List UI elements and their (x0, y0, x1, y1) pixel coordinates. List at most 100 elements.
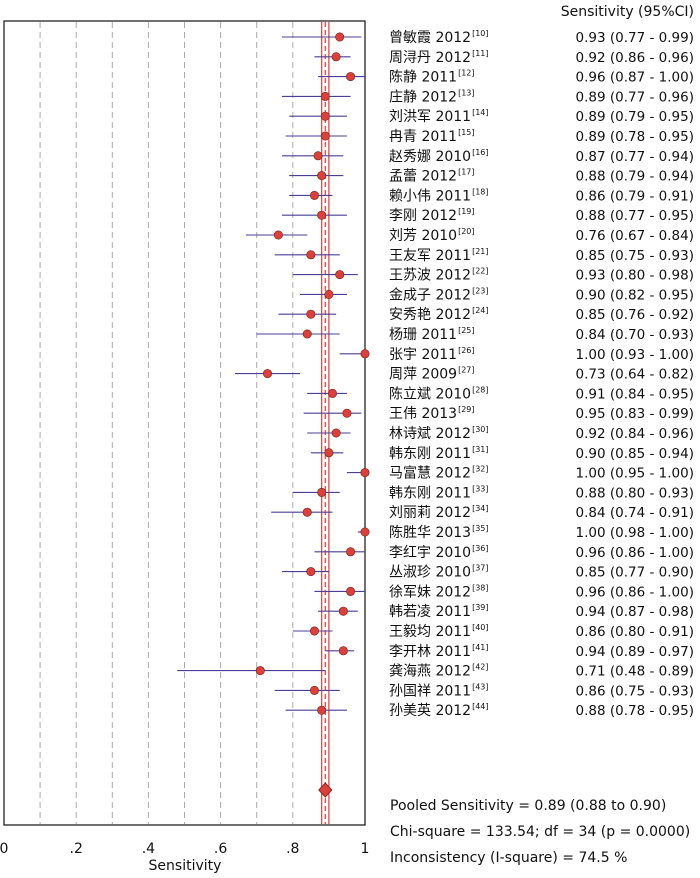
study-ci-text: 0.88 (0.80 - 0.93) (576, 485, 694, 501)
point-estimate (263, 369, 273, 379)
study-row: 孟蕾 2012[17] 0.88 (0.79 - 0.94) (289, 168, 694, 185)
study-label: 王伟 2013[29] (389, 405, 475, 422)
study-row: 刘洪军 2011[14] 0.89 (0.79 - 0.95) (289, 108, 694, 125)
study-label: 陈静 2011[12] (389, 69, 475, 86)
study-row: 冉青 2011[15] 0.89 (0.78 - 0.95) (285, 128, 694, 145)
study-ci-text: 0.84 (0.70 - 0.93) (576, 327, 694, 343)
study-label: 马富慧 2012[32] (389, 465, 489, 482)
study-label: 刘洪军 2011[14] (389, 108, 489, 125)
study-row: 孙美英 2012[44] 0.88 (0.78 - 0.95) (285, 702, 694, 719)
study-label: 王苏波 2012[22] (389, 267, 489, 284)
study-label: 韩东刚 2011[33] (389, 484, 489, 501)
study-label: 金成子 2012[23] (389, 286, 489, 303)
pooled-reference-lines (321, 22, 330, 824)
study-ci-text: 0.96 (0.86 - 1.00) (576, 545, 694, 561)
point-estimate (346, 586, 356, 596)
study-label: 冉青 2011[15] (389, 128, 475, 145)
point-estimate (313, 151, 323, 161)
stats-chi-square: Chi-square = 133.54; df = 34 (p = 0.0000… (390, 824, 690, 840)
study-ci-text: 0.86 (0.75 - 0.93) (576, 683, 694, 699)
study-ci-text: 0.85 (0.76 - 0.92) (576, 307, 694, 323)
study-label: 庄静 2012[13] (389, 88, 475, 105)
study-ci-text: 0.96 (0.86 - 1.00) (576, 584, 694, 600)
study-label: 韩若凌 2011[39] (389, 603, 489, 620)
study-ci-text: 1.00 (0.98 - 1.00) (576, 525, 694, 541)
point-estimate (306, 309, 316, 319)
study-row: 龚海燕 2012[42] 0.71 (0.48 - 0.89) (177, 663, 694, 680)
study-rows: 曾敏霞 2012[10] 0.93 (0.77 - 0.99) 周浔丹 2012[1… (177, 29, 694, 798)
study-label: 陈胜华 2013[35] (389, 524, 489, 541)
study-row: 刘丽莉 2012[34] 0.84 (0.74 - 0.91) (271, 504, 694, 521)
study-ci-text: 0.76 (0.67 - 0.84) (576, 228, 694, 244)
study-label: 徐军妹 2012[38] (389, 583, 489, 600)
point-estimate (320, 131, 330, 141)
point-estimate (346, 72, 356, 82)
study-row: 李开林 2011[41] 0.94 (0.89 - 0.97) (325, 643, 694, 660)
study-row: 陈胜华 2013[35] 1.00 (0.98 - 1.00) (357, 524, 694, 541)
study-ci-text: 0.86 (0.80 - 0.91) (576, 624, 694, 640)
point-estimate (302, 507, 312, 517)
study-label: 龚海燕 2012[42] (389, 663, 489, 680)
study-ci-text: 0.86 (0.79 - 0.91) (576, 188, 694, 204)
point-estimate (320, 111, 330, 121)
point-estimate (324, 289, 334, 299)
x-tick-label: 1 (361, 841, 370, 857)
study-ci-text: 0.91 (0.84 - 0.95) (576, 386, 694, 402)
pooled-diamond (318, 782, 333, 798)
point-estimate (338, 646, 348, 656)
study-label: 陈立斌 2010[28] (389, 385, 489, 402)
study-label: 孟蕾 2012[17] (389, 168, 475, 185)
study-row: 李刚 2012[19] 0.88 (0.77 - 0.95) (281, 207, 694, 224)
study-ci-text: 1.00 (0.93 - 1.00) (576, 347, 694, 363)
study-ci-text: 0.93 (0.77 - 0.99) (576, 30, 694, 46)
study-ci-text: 0.89 (0.77 - 0.96) (576, 89, 694, 105)
study-row: 王友军 2011[21] 0.85 (0.75 - 0.93) (274, 247, 694, 264)
x-tick-label: .6 (214, 841, 227, 857)
point-estimate (331, 52, 341, 62)
study-ci-text: 1.00 (0.95 - 1.00) (576, 466, 694, 482)
study-label: 王友军 2011[21] (389, 247, 489, 264)
study-ci-text: 0.94 (0.89 - 0.97) (576, 644, 694, 660)
study-row: 韩东刚 2011[33] 0.88 (0.80 - 0.93) (292, 484, 694, 501)
study-row: 周浔丹 2012[11] 0.92 (0.86 - 0.96) (314, 49, 694, 66)
study-ci-text: 0.89 (0.79 - 0.95) (576, 109, 694, 125)
study-label: 赵秀娜 2010[16] (389, 148, 489, 165)
study-label: 安秀艳 2012[24] (389, 306, 489, 323)
study-row: 周萍 2009[27] 0.73 (0.64 - 0.82) (235, 366, 694, 383)
point-estimate (324, 448, 334, 458)
study-ci-text: 0.88 (0.77 - 0.95) (576, 208, 694, 224)
study-ci-text: 0.84 (0.74 - 0.91) (576, 505, 694, 521)
point-estimate (360, 527, 370, 537)
point-estimate (328, 388, 338, 398)
study-ci-text: 0.94 (0.87 - 0.98) (576, 604, 694, 620)
study-label: 孙国祥 2011[43] (389, 682, 489, 699)
study-row: 赵秀娜 2010[16] 0.87 (0.77 - 0.94) (281, 148, 694, 165)
study-row: 马富慧 2012[32] 1.00 (0.95 - 1.00) (346, 465, 694, 482)
study-label: 刘丽莉 2012[34] (389, 504, 489, 521)
study-label: 曾敏霞 2012[10] (389, 29, 489, 46)
point-estimate (360, 349, 370, 359)
point-estimate (346, 547, 356, 557)
point-estimate (309, 626, 319, 636)
study-label: 丛淑珍 2010[37] (389, 564, 489, 581)
point-estimate (302, 329, 312, 339)
study-ci-text: 0.85 (0.75 - 0.93) (576, 248, 694, 264)
study-row: 韩东刚 2011[31] 0.90 (0.85 - 0.94) (310, 445, 694, 462)
study-label: 刘芳 2010[20] (389, 227, 475, 244)
study-row: 韩若凌 2011[39] 0.94 (0.87 - 0.98) (318, 603, 694, 620)
point-estimate (317, 487, 327, 497)
x-axis-ticks: 0 .2 .4 .6 .8 1 (0, 841, 369, 857)
study-label: 王毅均 2011[40] (389, 623, 489, 640)
study-label: 李刚 2012[19] (389, 207, 475, 224)
study-ci-text: 0.92 (0.84 - 0.96) (576, 426, 694, 442)
point-estimate (306, 250, 316, 260)
study-row: 林诗斌 2012[30] 0.92 (0.84 - 0.96) (307, 425, 694, 442)
study-ci-text: 0.88 (0.78 - 0.95) (576, 703, 694, 719)
point-estimate (309, 190, 319, 200)
x-tick-label: .4 (142, 841, 155, 857)
study-row: 刘芳 2010[20] 0.76 (0.67 - 0.84) (245, 227, 694, 244)
study-ci-text: 0.89 (0.78 - 0.95) (576, 129, 694, 145)
point-estimate (317, 705, 327, 715)
x-tick-label: 0 (0, 841, 8, 857)
